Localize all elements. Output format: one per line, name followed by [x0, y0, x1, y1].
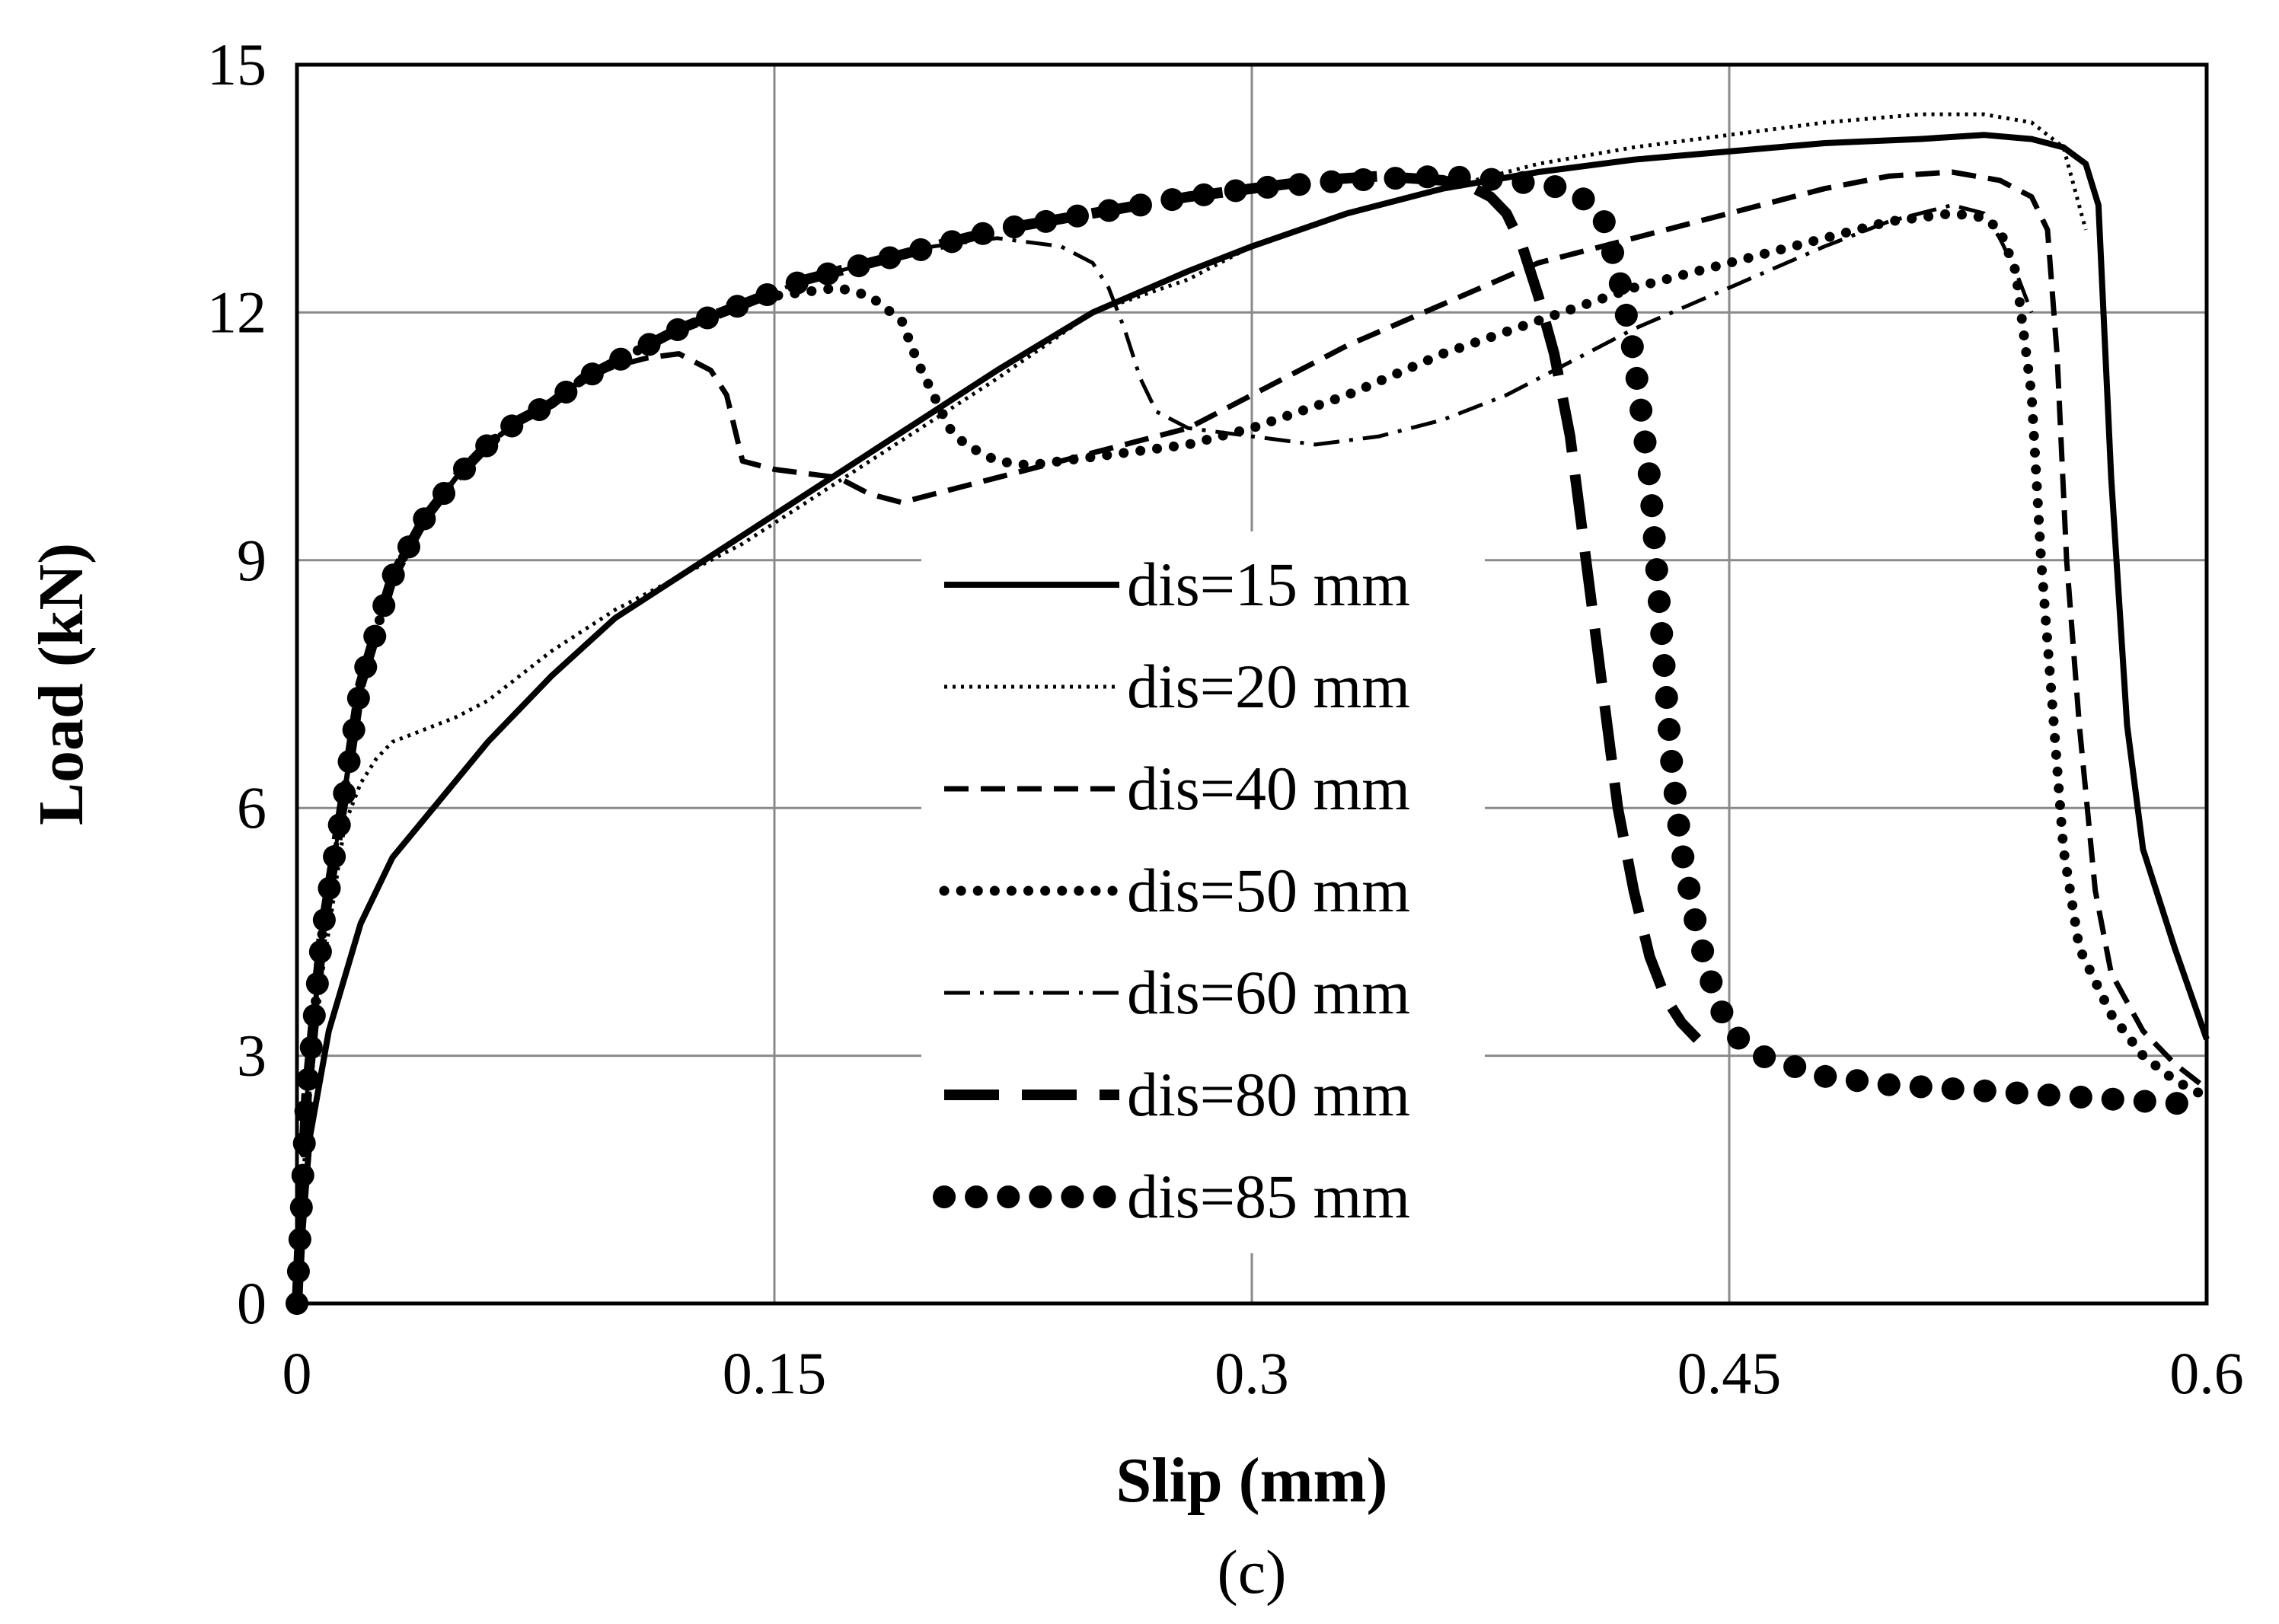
series-line-7 [286, 164, 2218, 1315]
y-tick-label: 3 [237, 1023, 267, 1089]
series-line-4 [292, 208, 2212, 1309]
legend-label: dis=50 mm [1127, 856, 1410, 925]
data-series [286, 112, 2218, 1315]
y-axis-title: Load (kN) [26, 543, 97, 825]
x-tick-label: 0.15 [723, 1340, 827, 1406]
y-tick-label: 0 [237, 1270, 267, 1336]
legend-label: dis=85 mm [1127, 1162, 1410, 1231]
figure-caption: (c) [1217, 1537, 1286, 1606]
y-tick-label: 6 [237, 774, 267, 841]
x-tick-label: 0.3 [1215, 1340, 1289, 1406]
legend-label: dis=20 mm [1127, 652, 1410, 721]
legend-label: dis=15 mm [1127, 550, 1410, 619]
tick-labels: 0 0.15 0.3 0.45 0.6 0 3 6 9 12 15 [207, 31, 2244, 1406]
x-tick-label: 0.45 [1677, 1340, 1782, 1406]
legend-label: dis=60 mm [1127, 958, 1410, 1027]
legend-label: dis=80 mm [1127, 1060, 1410, 1129]
series-line-5 [295, 203, 2034, 1304]
legend: dis=15 mm dis=20 mm dis=40 mm dis=50 mm dis=… [921, 531, 1485, 1253]
x-tick-label: 0.6 [2169, 1340, 2244, 1406]
y-tick-label: 15 [207, 31, 267, 97]
x-tick-label: 0 [282, 1340, 312, 1406]
plot-area-border [295, 62, 2209, 1306]
y-tick-label: 9 [237, 527, 267, 593]
legend-label: dis=40 mm [1127, 754, 1410, 823]
series-line-2 [295, 112, 2088, 1304]
y-tick-label: 12 [207, 279, 267, 345]
x-axis-title: Slip (mm) [1116, 1445, 1388, 1516]
